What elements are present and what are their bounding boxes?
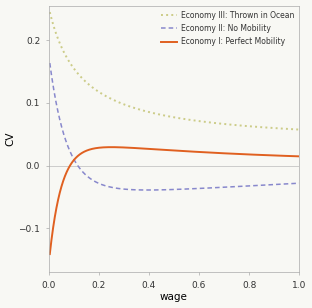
Economy I: Perfect Mobility: (0.981, 0.015): Perfect Mobility: (0.981, 0.015) — [293, 154, 296, 158]
Economy II: No Mobility: (1, -0.028): No Mobility: (1, -0.028) — [297, 181, 301, 185]
Economy I: Perfect Mobility: (0.874, 0.0166): Perfect Mobility: (0.874, 0.0166) — [266, 153, 270, 157]
Economy II: No Mobility: (0.387, -0.0389): No Mobility: (0.387, -0.0389) — [144, 188, 147, 192]
Line: Economy I: Perfect Mobility: Economy I: Perfect Mobility — [50, 147, 299, 254]
Economy II: No Mobility: (0.396, -0.0389): No Mobility: (0.396, -0.0389) — [146, 188, 149, 192]
Economy III: Thrown in Ocean: (0.118, 0.146): Thrown in Ocean: (0.118, 0.146) — [76, 72, 80, 76]
Economy II: No Mobility: (0.118, -0.00112): No Mobility: (0.118, -0.00112) — [76, 164, 80, 168]
Economy III: Thrown in Ocean: (1, 0.0574): Thrown in Ocean: (1, 0.0574) — [297, 128, 301, 132]
Economy III: Thrown in Ocean: (0.005, 0.245): Thrown in Ocean: (0.005, 0.245) — [48, 10, 52, 14]
Economy II: No Mobility: (0.005, 0.163): No Mobility: (0.005, 0.163) — [48, 61, 52, 65]
Economy I: Perfect Mobility: (0.43, 0.0259): Perfect Mobility: (0.43, 0.0259) — [154, 148, 158, 151]
X-axis label: wage: wage — [160, 292, 188, 302]
Economy II: No Mobility: (0.43, -0.0388): No Mobility: (0.43, -0.0388) — [154, 188, 158, 192]
Economy III: Thrown in Ocean: (0.178, 0.124): Thrown in Ocean: (0.178, 0.124) — [91, 86, 95, 90]
Legend: Economy III: Thrown in Ocean, Economy II: No Mobility, Economy I: Perfect Mobili: Economy III: Thrown in Ocean, Economy II… — [159, 9, 295, 48]
Line: Economy III: Thrown in Ocean: Economy III: Thrown in Ocean — [50, 12, 299, 130]
Economy I: Perfect Mobility: (0.178, 0.027): Perfect Mobility: (0.178, 0.027) — [91, 147, 95, 151]
Economy III: Thrown in Ocean: (0.387, 0.0868): Thrown in Ocean: (0.387, 0.0868) — [144, 109, 147, 113]
Economy III: Thrown in Ocean: (0.873, 0.0605): Thrown in Ocean: (0.873, 0.0605) — [266, 126, 269, 129]
Economy I: Perfect Mobility: (0.387, 0.027): Perfect Mobility: (0.387, 0.027) — [144, 147, 147, 151]
Economy III: Thrown in Ocean: (0.43, 0.0826): Thrown in Ocean: (0.43, 0.0826) — [154, 112, 158, 116]
Economy II: No Mobility: (0.874, -0.0307): No Mobility: (0.874, -0.0307) — [266, 183, 270, 187]
Economy I: Perfect Mobility: (0.118, 0.016): Perfect Mobility: (0.118, 0.016) — [76, 154, 80, 157]
Economy I: Perfect Mobility: (0.005, -0.141): Perfect Mobility: (0.005, -0.141) — [48, 252, 52, 256]
Economy I: Perfect Mobility: (0.251, 0.0294): Perfect Mobility: (0.251, 0.0294) — [110, 145, 113, 149]
Economy II: No Mobility: (0.178, -0.0236): No Mobility: (0.178, -0.0236) — [91, 179, 95, 182]
Economy III: Thrown in Ocean: (0.98, 0.0579): Thrown in Ocean: (0.98, 0.0579) — [292, 128, 296, 131]
Economy I: Perfect Mobility: (1, 0.0148): Perfect Mobility: (1, 0.0148) — [297, 155, 301, 158]
Economy II: No Mobility: (0.981, -0.0284): No Mobility: (0.981, -0.0284) — [293, 182, 296, 185]
Line: Economy II: No Mobility: Economy II: No Mobility — [50, 63, 299, 190]
Y-axis label: CV: CV — [6, 132, 16, 146]
